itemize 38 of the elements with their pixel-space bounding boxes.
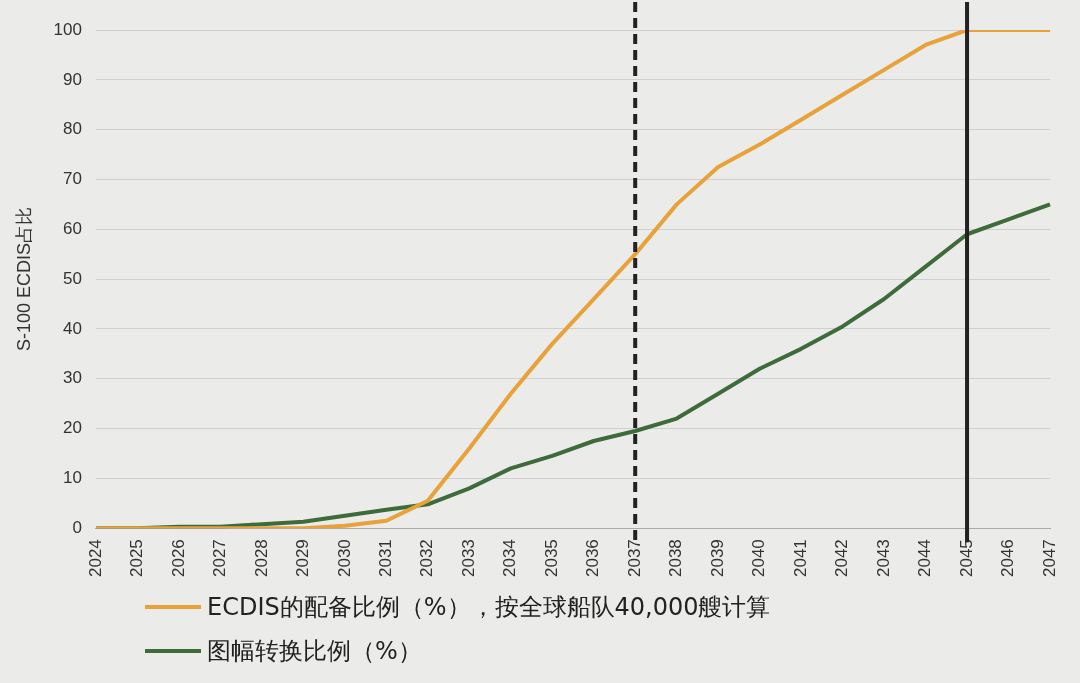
y-axis-title: S-100 ECDIS占比 (13, 207, 34, 352)
x-tick-label: 2041 (790, 539, 810, 578)
y-tick-label: 100 (53, 19, 82, 39)
x-tick-label: 2027 (210, 539, 230, 578)
y-tick-label: 50 (63, 268, 82, 288)
y-tick-label: 90 (63, 69, 82, 89)
x-tick-label: 2025 (127, 539, 147, 578)
x-tick-label: 2042 (832, 539, 852, 578)
x-tick-label: 2036 (583, 539, 603, 578)
x-tick-label: 2047 (1039, 539, 1059, 578)
y-tick-label: 30 (63, 368, 82, 388)
x-tick-label: 2028 (251, 539, 271, 578)
y-tick-label: 0 (72, 517, 82, 537)
x-tick-label: 2039 (707, 539, 727, 578)
y-tick-label: 20 (63, 418, 82, 438)
x-tick-label: 2032 (417, 539, 437, 578)
y-tick-label: 10 (63, 468, 82, 488)
x-tick-label: 2045 (956, 539, 976, 578)
y-tick-label: 60 (63, 218, 82, 238)
x-tick-label: 2044 (915, 539, 935, 578)
x-tick-label: 2040 (749, 539, 769, 578)
y-tick-label: 70 (63, 169, 82, 189)
x-tick-label: 2037 (624, 539, 644, 578)
x-tick-label: 2038 (666, 539, 686, 578)
legend-label: ECDIS的配备比例（%），按全球船队40,000艘计算 (207, 592, 771, 623)
x-tick-label: 2035 (541, 539, 561, 578)
legend-label: 图幅转换比例（%） (207, 636, 422, 667)
x-tick-label: 2029 (293, 539, 313, 578)
x-tick-label: 2024 (85, 539, 105, 578)
x-tick-label: 2031 (376, 539, 396, 578)
x-tick-label: 2033 (458, 539, 478, 578)
x-tick-label: 2034 (500, 539, 520, 578)
x-tick-label: 2026 (168, 539, 188, 578)
x-tick-label: 2043 (873, 539, 893, 578)
x-tick-label: 2046 (998, 539, 1018, 578)
y-tick-label: 80 (63, 119, 82, 139)
y-tick-label: 40 (63, 318, 82, 338)
x-tick-label: 2030 (334, 539, 354, 578)
